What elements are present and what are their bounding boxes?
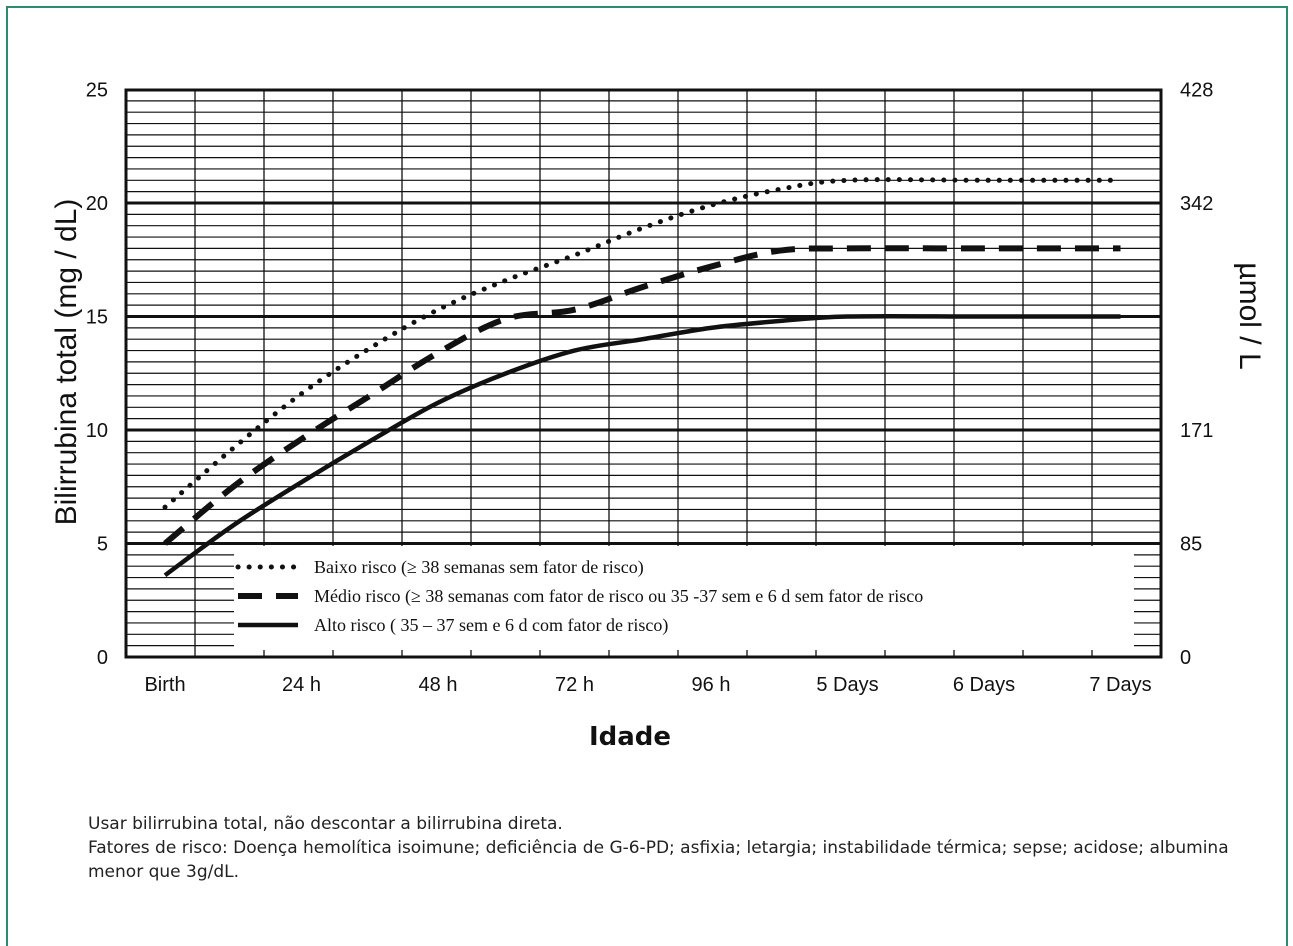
y-tick-label: 15 bbox=[86, 307, 108, 329]
note-line-2: Fatores de risco: Doença hemolítica isoi… bbox=[88, 838, 1229, 882]
x-tick-label: 6 Days bbox=[953, 674, 1015, 696]
y-tick-label: 25 bbox=[86, 80, 108, 102]
y2-tick-label: 342 bbox=[1180, 193, 1213, 215]
series-line-2 bbox=[163, 245, 1121, 546]
legend-label-2: Médio risco (≥ 38 semanas com fator de r… bbox=[314, 586, 923, 607]
legend-label-1: Baixo risco (≥ 38 semanas sem fator de r… bbox=[314, 557, 644, 578]
y-tick-label: 5 bbox=[97, 534, 108, 556]
x-axis-title: Idade bbox=[589, 722, 671, 752]
x-tick-label: 7 Days bbox=[1089, 674, 1151, 696]
x-tick-label: 24 h bbox=[282, 674, 321, 696]
note-line-1: Usar bilirrubina total, não descontar a … bbox=[88, 814, 563, 834]
figure-frame bbox=[6, 6, 1288, 946]
chart-legend: Baixo risco (≥ 38 semanas sem fator de r… bbox=[234, 546, 1134, 650]
y-axis-title: Bilirrubina total (mg / dL) bbox=[50, 199, 83, 526]
x-tick-label: 48 h bbox=[419, 674, 458, 696]
chart-series bbox=[162, 177, 1123, 578]
chart-ticks: 0 5 10 15 20 25 0 85 171 342 428 Birth 24 h 48 h 72 h 9… bbox=[86, 80, 1214, 697]
y-tick-label: 0 bbox=[97, 647, 108, 669]
x-tick-label: 96 h bbox=[692, 674, 731, 696]
y2-tick-label: 428 bbox=[1180, 80, 1213, 102]
y2-tick-label: 171 bbox=[1180, 420, 1213, 442]
bilirubin-chart: Baixo risco (≥ 38 semanas sem fator de r… bbox=[50, 80, 1266, 753]
notes: Usar bilirrubina total, não descontar a … bbox=[88, 812, 1278, 884]
y2-axis-title: µmol / L bbox=[1233, 262, 1266, 369]
x-tick-label: 5 Days bbox=[816, 674, 878, 696]
x-tick-label: 72 h bbox=[555, 674, 594, 696]
x-tick-label: Birth bbox=[144, 674, 185, 696]
series-line-1 bbox=[162, 177, 1123, 510]
y2-tick-label: 85 bbox=[1180, 534, 1202, 556]
legend-box bbox=[234, 546, 1134, 650]
legend-label-3: Alto risco ( 35 – 37 sem e 6 d com fator… bbox=[314, 615, 668, 636]
y2-tick-label: 0 bbox=[1180, 647, 1191, 669]
y-tick-label: 20 bbox=[86, 193, 108, 215]
series-line-3 bbox=[163, 313, 1121, 578]
y-tick-label: 10 bbox=[86, 420, 108, 442]
